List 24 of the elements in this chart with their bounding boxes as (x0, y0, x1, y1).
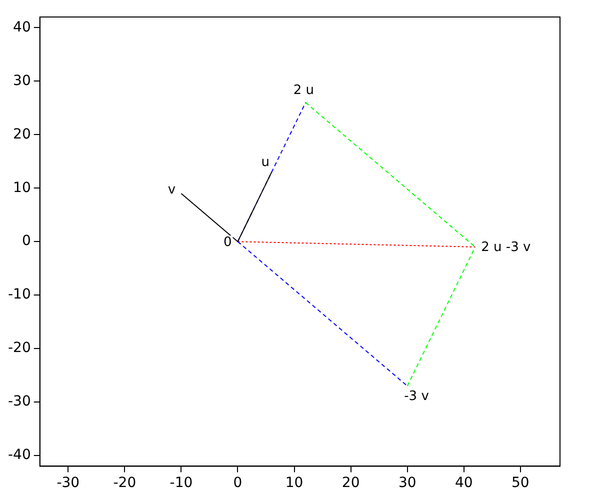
y-tick-label: 30 (13, 72, 31, 89)
x-tick-label: -20 (113, 475, 136, 492)
y-tick-label: 20 (13, 126, 31, 142)
y-tick-label: 10 (13, 180, 31, 196)
y-tick-label: -20 (8, 340, 31, 356)
y-tick-label: 0 (22, 233, 31, 250)
x-tick-label: -10 (170, 475, 193, 492)
y-tick-label: -30 (8, 394, 31, 410)
annotation: u (261, 155, 270, 170)
annotation: 2 u (293, 83, 314, 98)
x-tick-label: 0 (233, 475, 242, 492)
annotation: 2 u -3 v (481, 240, 531, 256)
x-tick-label: 20 (342, 475, 360, 492)
y-tick-label: -10 (8, 286, 31, 303)
x-tick-label: 30 (398, 475, 416, 492)
y-tick-label: -40 (8, 447, 31, 464)
annotation: 0 (224, 234, 232, 250)
y-tick-label: 40 (13, 19, 31, 36)
x-tick-label: 10 (285, 475, 304, 492)
x-tick-label: 50 (512, 475, 530, 492)
annotation: -3 v (404, 388, 430, 404)
annotation: v (168, 182, 176, 198)
x-tick-label: -30 (56, 475, 80, 492)
x-tick-label: 40 (454, 475, 473, 492)
